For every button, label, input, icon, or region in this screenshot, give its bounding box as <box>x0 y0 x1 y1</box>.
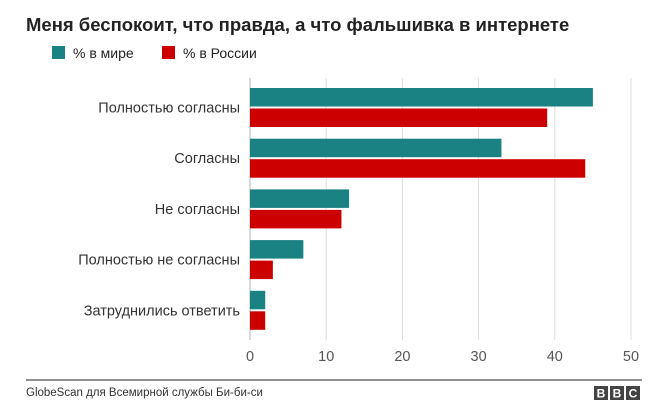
legend-label-0: % в мире <box>73 45 134 61</box>
chart-title: Меня беспокоит, что правда, а что фальши… <box>26 14 569 35</box>
category-label-0: Полностью согласны <box>98 101 240 117</box>
category-label-3: Полностью не согласны <box>78 253 240 269</box>
bar-world-2 <box>250 189 350 208</box>
legend-label-1: % в России <box>183 45 257 61</box>
category-labels: Полностью согласны Согласны Не согласны Пол… <box>78 101 240 320</box>
bar-world-4 <box>250 290 266 310</box>
legend-swatch-0 <box>52 46 65 59</box>
bbc-logo-letter-1: B <box>613 387 622 401</box>
bar-world-3 <box>250 240 304 259</box>
legend: % в мире % в России <box>52 45 257 61</box>
x-tick-label-10: 10 <box>318 349 334 365</box>
x-tick-label-30: 30 <box>471 349 487 365</box>
bars <box>250 88 593 330</box>
bar-russia-1 <box>250 159 586 178</box>
bar-russia-2 <box>250 209 342 229</box>
category-label-4: Затруднились ответить <box>84 303 240 319</box>
x-tick-label-50: 50 <box>623 349 639 365</box>
legend-swatch-1 <box>162 46 175 59</box>
bar-world-0 <box>250 88 593 107</box>
category-label-1: Согласны <box>174 151 240 167</box>
x-axis-ticks: 0 10 20 30 40 50 <box>246 349 639 365</box>
category-label-2: Не согласны <box>155 202 240 218</box>
x-tick-label-40: 40 <box>547 349 563 365</box>
x-tick-label-20: 20 <box>394 349 410 365</box>
bar-russia-0 <box>250 108 548 127</box>
x-tick-label-0: 0 <box>246 349 254 365</box>
bbc-logo-letter-0: B <box>597 387 606 401</box>
bbc-logo-box-1 <box>610 386 624 400</box>
bar-russia-3 <box>250 260 273 280</box>
bar-world-1 <box>250 138 502 158</box>
bbc-logo-box-0 <box>594 386 608 400</box>
source-note: GlobeScan для Всемирной службы Би-би-си <box>26 387 263 399</box>
bbc-logo-letter-2: C <box>629 387 638 401</box>
bar-russia-4 <box>250 311 266 330</box>
bbc-logo-box-2 <box>626 386 640 400</box>
